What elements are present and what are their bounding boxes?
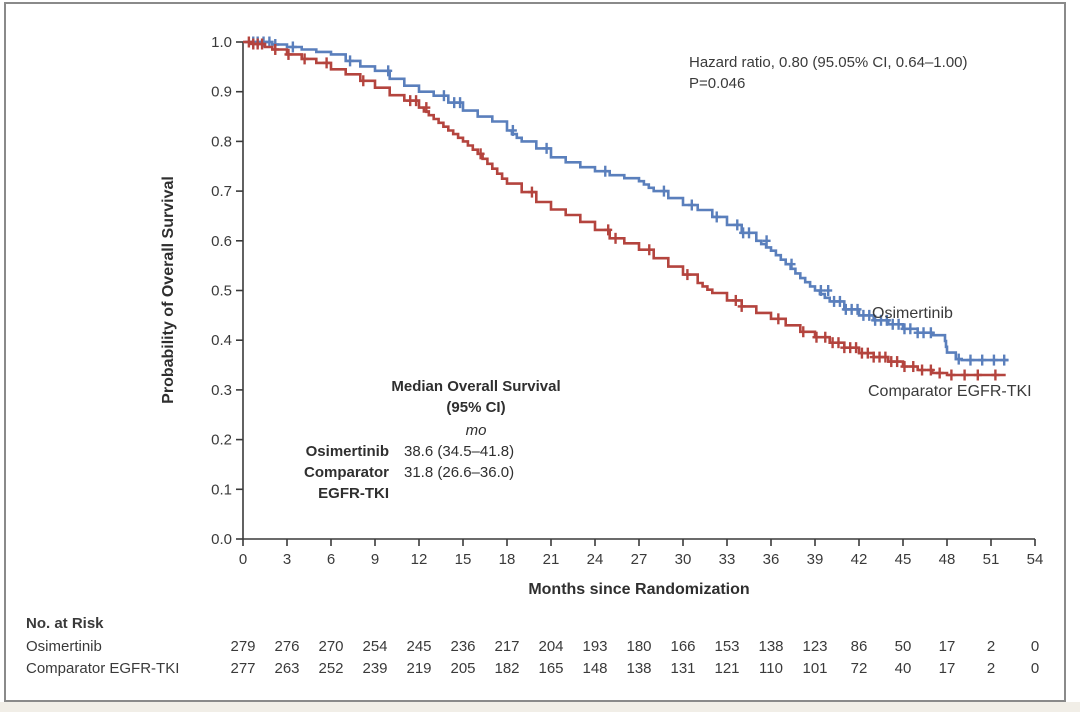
- median-row-comparator: Comparator 31.8 (26.6–36.0): [256, 462, 696, 483]
- svg-text:0: 0: [239, 551, 247, 568]
- risk-count: 279: [230, 638, 256, 655]
- svg-text:39: 39: [807, 551, 824, 568]
- risk-count: 72: [850, 660, 868, 677]
- risk-count: 270: [318, 638, 344, 655]
- svg-text:0.4: 0.4: [211, 332, 232, 349]
- svg-text:0.6: 0.6: [211, 233, 232, 250]
- risk-count: 86: [850, 638, 868, 655]
- svg-text:15: 15: [455, 551, 472, 568]
- svg-text:0.1: 0.1: [211, 481, 232, 498]
- risk-count: 236: [450, 638, 476, 655]
- risk-count: 50: [894, 638, 912, 655]
- median-table-title-line2: (95% CI): [446, 399, 506, 416]
- svg-text:33: 33: [719, 551, 736, 568]
- curve-label-osimertinib: Osimertinib: [872, 305, 953, 322]
- risk-count: 252: [318, 660, 344, 677]
- svg-text:36: 36: [763, 551, 780, 568]
- svg-text:9: 9: [371, 551, 379, 568]
- risk-count: 0: [1030, 660, 1040, 677]
- risk-count: 254: [362, 638, 388, 655]
- risk-count: 153: [714, 638, 740, 655]
- hazard-ratio-text: Hazard ratio, 0.80 (95.05% CI, 0.64–1.00…: [689, 54, 968, 71]
- risk-count: 217: [494, 638, 520, 655]
- risk-count: 40: [894, 660, 912, 677]
- risk-count: 101: [802, 660, 828, 677]
- median-row-label2: EGFR-TKI: [318, 485, 389, 502]
- median-row-value: 31.8 (26.6–36.0): [404, 464, 515, 481]
- curve-label-comparator-egfr-tki: Comparator EGFR-TKI: [868, 383, 1032, 400]
- risk-count: 0: [1030, 638, 1040, 655]
- median-table-title-line1: Median Overall Survival: [391, 378, 561, 395]
- risk-count: 205: [450, 660, 476, 677]
- risk-count: 148: [582, 660, 608, 677]
- svg-text:45: 45: [895, 551, 912, 568]
- risk-table-title: No. at Risk: [26, 615, 104, 632]
- risk-count: 245: [406, 638, 432, 655]
- median-table-unit: mo: [465, 422, 487, 439]
- median-row-label: Osimertinib: [305, 443, 389, 460]
- risk-row-label: Osimertinib: [26, 638, 102, 655]
- svg-text:12: 12: [411, 551, 428, 568]
- risk-row-comparator: Comparator EGFR-TKI 277 263 252 239 219 205 18…: [6, 660, 1080, 680]
- svg-text:42: 42: [851, 551, 868, 568]
- svg-text:0.9: 0.9: [211, 84, 232, 101]
- risk-count: 239: [362, 660, 388, 677]
- survival-chart-canvas: 0.00.10.20.30.40.50.60.70.80.91.00 3 6 9 12 1…: [211, 34, 1044, 568]
- svg-text:6: 6: [327, 551, 335, 568]
- risk-count: 2: [986, 660, 996, 677]
- svg-text:24: 24: [587, 551, 604, 568]
- risk-count: 121: [714, 660, 740, 677]
- risk-count: 2: [986, 638, 996, 655]
- svg-text:21: 21: [543, 551, 560, 568]
- median-survival-table: Median Overall Survival (95% CI) mo Osim…: [256, 376, 696, 504]
- risk-count: 276: [274, 638, 300, 655]
- median-row-value: 38.6 (34.5–41.8): [404, 443, 515, 460]
- risk-count: 138: [626, 660, 652, 677]
- risk-count: 165: [538, 660, 564, 677]
- median-row-label: Comparator: [303, 464, 389, 481]
- svg-text:48: 48: [939, 551, 956, 568]
- risk-count: 110: [759, 660, 783, 677]
- risk-count: 166: [670, 638, 696, 655]
- svg-text:0.0: 0.0: [211, 531, 232, 548]
- risk-count: 204: [538, 638, 564, 655]
- svg-text:0.3: 0.3: [211, 382, 232, 399]
- svg-text:27: 27: [631, 551, 648, 568]
- svg-text:0.2: 0.2: [211, 432, 232, 449]
- svg-text:1.0: 1.0: [211, 34, 232, 51]
- p-value-text: P=0.046: [689, 75, 746, 92]
- risk-row-label: Comparator EGFR-TKI: [26, 660, 180, 677]
- risk-count: 263: [274, 660, 300, 677]
- risk-row-osimertinib: Osimertinib 279 276 270 254 245 236 217 204 193 1…: [6, 638, 1080, 658]
- svg-text:0.8: 0.8: [211, 133, 232, 150]
- risk-count: 219: [406, 660, 432, 677]
- svg-text:0.7: 0.7: [211, 183, 232, 200]
- svg-text:18: 18: [499, 551, 516, 568]
- svg-text:30: 30: [675, 551, 692, 568]
- risk-count: 180: [626, 638, 652, 655]
- svg-text:0.5: 0.5: [211, 283, 232, 300]
- figure-bottom-strip: [0, 702, 1080, 712]
- risk-count: 277: [230, 660, 256, 677]
- risk-count: 182: [494, 660, 520, 677]
- risk-count: 17: [938, 638, 956, 655]
- y-axis-title: Probability of Overall Survival: [160, 176, 177, 404]
- risk-count: 138: [758, 638, 784, 655]
- median-row-osimertinib: Osimertinib 38.6 (34.5–41.8): [256, 441, 696, 462]
- hazard-ratio-annotation: Hazard ratio, 0.80 (95.05% CI, 0.64–1.00…: [689, 52, 968, 94]
- x-axis-title: Months since Randomization: [528, 581, 750, 598]
- median-row-comparator-line2: EGFR-TKI: [256, 483, 696, 504]
- svg-text:3: 3: [283, 551, 291, 568]
- risk-count: 17: [938, 660, 956, 677]
- risk-count: 123: [802, 638, 828, 655]
- figure-card: 0.0 0.1 0.2 0.3 0.4 0.5 0.6 0.7 0.8 0.9 1.0 0 3 6 9 12 1…: [4, 2, 1066, 702]
- svg-text:51: 51: [983, 551, 1000, 568]
- risk-count: 131: [670, 660, 696, 677]
- svg-text:54: 54: [1027, 551, 1044, 568]
- risk-count: 193: [582, 638, 608, 655]
